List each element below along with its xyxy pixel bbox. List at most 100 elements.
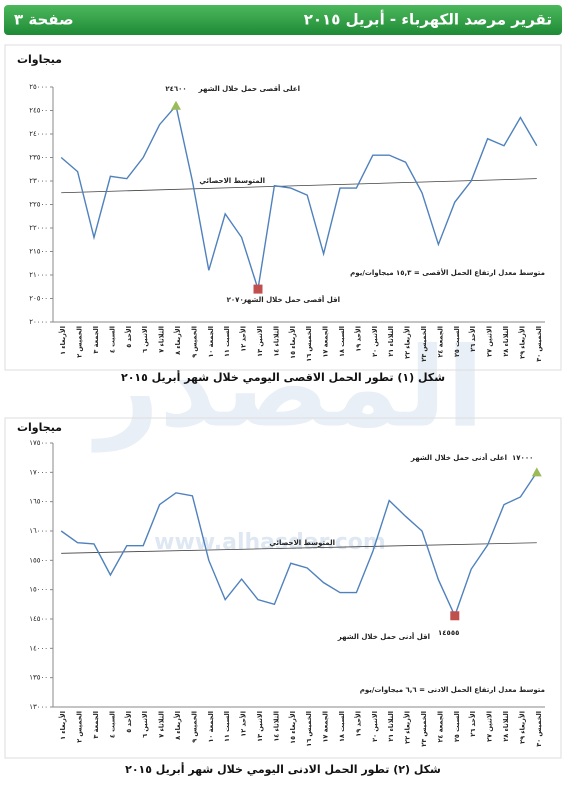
x-tick-label: الأحد ٢٦: [468, 326, 477, 352]
x-tick-label: الاثنين ١٣: [256, 326, 264, 357]
x-tick-label: الثلاثاء ٧: [158, 326, 166, 353]
max-marker: [171, 100, 181, 110]
annotation: ١٤٥٥٥: [438, 629, 459, 637]
x-tick-label: الخميس ٩: [190, 326, 198, 358]
x-tick-label: الثلاثاء ٢٨: [502, 326, 510, 357]
x-tick-label: الجمعة ١٠: [207, 326, 215, 358]
y-tick-label: ٢٣٥٠٠: [29, 154, 48, 162]
x-tick-label: الأربعاء ٢٩: [517, 711, 526, 744]
x-tick-label: الأحد ١٩: [353, 711, 362, 737]
y-tick-label: ١٦٥٠٠: [29, 498, 48, 506]
x-tick-label: الجمعة ١٧: [322, 711, 330, 743]
x-tick-label: السبت ٤: [108, 326, 116, 353]
x-tick-label: الثلاثاء ٧: [158, 711, 166, 738]
trend-line: [61, 542, 537, 554]
y-tick-label: ٢٢٥٠٠: [29, 201, 48, 209]
y-tick-label: ١٥٠٠٠: [29, 586, 48, 594]
x-tick-label: السبت ١١: [223, 326, 231, 357]
annotation: ٢٠٧٠٠: [227, 296, 248, 304]
x-tick-label: الخميس ١٦: [305, 711, 313, 747]
x-tick-label: الثلاثاء ٢٨: [502, 711, 510, 742]
max-marker: [531, 467, 542, 477]
chart-frame: [4, 417, 562, 759]
x-tick-label: الاثنين ١٣: [256, 711, 264, 742]
x-tick-label: الخميس ٢٣: [420, 326, 428, 362]
x-tick-label: الثلاثاء ١٤: [272, 711, 280, 742]
min-marker: [253, 284, 263, 294]
y-axis-label: ميجاوات: [17, 421, 62, 434]
x-tick-label: الجمعة ١٠: [207, 711, 215, 743]
x-tick-label: الاثنين ٦: [141, 326, 149, 353]
x-tick-label: السبت ١٨: [338, 326, 346, 357]
y-tick-label: ٢٥٠٠٠: [29, 83, 48, 91]
x-tick-label: الخميس ٣٠: [535, 711, 543, 747]
x-tick-label: الأحد ١٩: [353, 326, 362, 352]
y-tick-label: ٢٢٠٠٠: [29, 224, 48, 232]
y-tick-label: ٢٠٠٠٠: [29, 318, 48, 326]
x-tick-label: الأحد ٥: [124, 326, 133, 348]
x-tick-label: الاثنين ٢٧: [486, 711, 494, 742]
x-tick-label: الأربعاء ١٥: [288, 326, 297, 359]
data-line: [60, 104, 538, 290]
x-tick-label: الجمعة ٢٤: [436, 711, 444, 743]
annotation: اعلى أقصى حمل خلال الشهر: [198, 84, 300, 93]
y-tick-label: ٢٣٠٠٠: [29, 177, 48, 185]
y-tick-label: ١٧٠٠٠: [29, 468, 48, 476]
x-tick-label: السبت ١٨: [338, 711, 346, 742]
x-tick-label: الأحد ١٢: [239, 326, 248, 352]
x-tick-label: الأربعاء ٢٢: [403, 711, 412, 744]
page-number: صفحة ٣: [14, 11, 74, 29]
x-tick-label: الخميس ٢: [76, 326, 84, 358]
x-tick-label: الأحد ٢٦: [468, 711, 477, 737]
annotation: ١٧٠٠٠: [512, 454, 533, 462]
y-tick-label: ١٣٥٠٠: [29, 674, 48, 682]
y-tick-label: ١٧٥٠٠: [29, 439, 48, 447]
y-axis-label: ميجاوات: [17, 53, 62, 66]
annotation: اعلى أدنى حمل خلال الشهر: [410, 453, 507, 462]
x-tick-label: السبت ١١: [223, 711, 231, 742]
y-tick-label: ١٤٥٠٠: [29, 615, 48, 623]
x-tick-label: الأربعاء ٢٩: [517, 326, 526, 359]
x-tick-label: الخميس ٩: [190, 711, 198, 743]
y-tick-label: ١٤٠٠٠: [29, 644, 48, 652]
trend-line: [61, 178, 537, 194]
annotation: اقل أقصى حمل خلال الشهر: [242, 295, 341, 304]
chart-caption: شكل (٢) تطور الحمل الادنى اليومي خلال شه…: [125, 762, 441, 776]
x-tick-label: الاثنين ٢٠: [371, 326, 379, 357]
watermark-url: www.alhasdar.com: [154, 530, 386, 555]
annotation: متوسط معدل ارتفاع الحمل الأقصى = ١٥,٣ مي…: [350, 268, 545, 277]
y-tick-label: ٢٤٠٠٠: [29, 130, 48, 138]
x-tick-label: الثلاثاء ١٤: [272, 326, 280, 357]
y-tick-label: ٢١٥٠٠: [29, 248, 48, 256]
annotation: متوسط معدل ارتفاع الحمل الادنى = ٦,٦ ميج…: [360, 686, 545, 694]
x-tick-label: الخميس ٢: [76, 711, 84, 743]
watermark: المصدر: [91, 323, 484, 452]
x-tick-label: الجمعة ٣: [92, 711, 100, 739]
x-tick-label: السبت ٤: [108, 711, 116, 738]
y-tick-label: ٢١٠٠٠: [29, 271, 48, 279]
trend-label: المتوسط الاحصائي: [269, 539, 335, 547]
chart-caption: شكل (١) تطور الحمل الاقصى اليومي خلال شه…: [121, 370, 445, 384]
chart-frame: [4, 44, 562, 371]
data-line: [60, 471, 538, 618]
y-tick-label: ٢٠٥٠٠: [29, 295, 48, 303]
x-tick-label: السبت ٢٥: [453, 326, 461, 357]
trend-label: المتوسط الاحصائي: [199, 177, 265, 185]
x-tick-label: السبت ٢٥: [453, 711, 461, 742]
x-tick-label: الثلاثاء ٢١: [387, 326, 395, 357]
x-tick-label: الأحد ٥: [124, 711, 133, 733]
annotation: ٢٤٦٠٠: [165, 85, 186, 93]
x-tick-label: الجمعة ١٧: [322, 326, 330, 358]
x-tick-label: الأربعاء ١: [58, 326, 67, 355]
min-marker: [450, 611, 460, 621]
x-tick-label: الجمعة ٢٤: [436, 326, 444, 358]
y-tick-label: ١٥٥٠٠: [29, 556, 48, 564]
header-title: تقرير مرصد الكهرباء - أبريل ٢٠١٥: [304, 10, 552, 29]
annotation: اقل أدنى حمل خلال الشهر: [337, 632, 430, 641]
x-tick-label: الخميس ٢٣: [420, 711, 428, 747]
x-tick-label: الأربعاء ٨: [173, 326, 182, 355]
x-tick-label: الأربعاء ٨: [173, 711, 182, 740]
header-bar: [4, 5, 562, 35]
x-tick-label: الأربعاء ٢٢: [403, 326, 412, 359]
